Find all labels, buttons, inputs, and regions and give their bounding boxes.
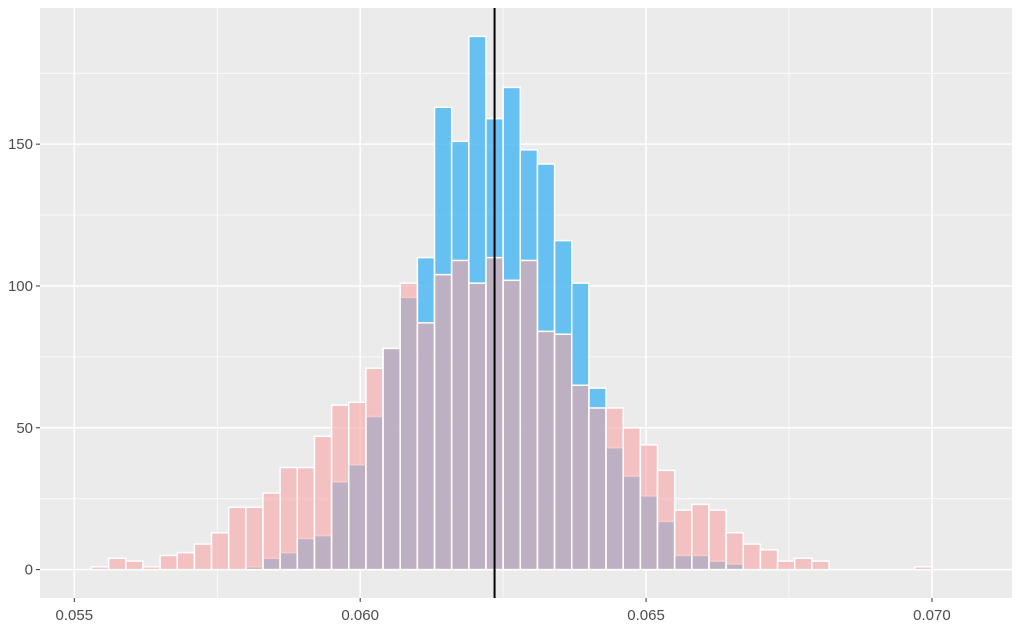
- histogram-bar-series-2: [279, 466, 299, 571]
- histogram-bar-series-2: [296, 466, 316, 571]
- histogram-bar-series-2: [519, 259, 539, 571]
- histogram-bar-series-2: [691, 503, 710, 571]
- histogram-bar-series-2: [348, 401, 367, 571]
- x-tick-label: 0.060: [341, 607, 379, 624]
- minor-grid: [40, 8, 1012, 598]
- histogram-bar-series-2: [639, 444, 659, 571]
- histogram-bar-series-2: [382, 347, 401, 571]
- histogram-bars: [90, 35, 933, 571]
- y-tick-label: 150: [8, 136, 33, 153]
- histogram-bar-series-2: [759, 549, 779, 571]
- histogram-bar-series-2: [605, 407, 624, 571]
- histogram-bar-series-2: [210, 532, 230, 571]
- y-axis: 0 50 100 150: [8, 136, 40, 579]
- histogram-bar-series-2: [90, 566, 110, 571]
- y-tick-label: 50: [16, 420, 33, 437]
- histogram-bar-series-2: [656, 469, 676, 571]
- histogram-bar-series-2: [588, 407, 607, 571]
- y-tick-label: 0: [25, 562, 33, 579]
- histogram-bar-series-2: [553, 333, 573, 571]
- histogram-bar-series-2: [793, 557, 813, 571]
- x-axis: 0.055 0.060 0.065 0.070: [56, 598, 951, 624]
- histogram-bar-series-2: [622, 427, 642, 571]
- histogram-bar-series-2: [468, 282, 487, 571]
- histogram-bar-series-2: [176, 551, 196, 571]
- histogram-bar-series-2: [433, 273, 453, 571]
- histogram-bar-series-2: [811, 560, 830, 571]
- histogram-bar-series-2: [725, 532, 745, 571]
- x-tick-label: 0.065: [627, 607, 665, 624]
- histogram-bar-series-2: [399, 282, 419, 571]
- histogram-bar-series-2: [450, 259, 470, 571]
- histogram-bar-series-2: [365, 367, 384, 571]
- histogram-bar-series-2: [742, 543, 762, 571]
- histogram-bar-series-2: [313, 435, 333, 571]
- histogram-bar-series-2: [673, 509, 693, 571]
- histogram-bar-series-2: [416, 322, 436, 571]
- histogram-bar-series-2: [262, 492, 281, 571]
- histogram-bar-series-2: [142, 566, 161, 571]
- x-tick-label: 0.055: [56, 607, 94, 624]
- histogram-bar-series-2: [536, 330, 556, 571]
- histogram-bar-series-2: [914, 566, 933, 571]
- histogram-bar-series-2: [502, 279, 522, 571]
- x-tick-marks: [73, 598, 933, 602]
- histogram-bar-series-2: [245, 506, 264, 571]
- histogram-bar-series-2: [125, 560, 144, 571]
- histogram-bar-series-2: [570, 384, 590, 571]
- histogram-bar-series-2: [708, 509, 727, 571]
- histogram-bar-series-2: [776, 560, 796, 571]
- y-tick-label: 100: [8, 278, 33, 295]
- histogram-bar-series-2: [159, 554, 178, 571]
- y-tick-marks: [36, 143, 40, 571]
- histogram-bar-series-2: [107, 557, 127, 571]
- histogram-bar-series-2: [227, 506, 247, 571]
- histogram-bar-series-2: [330, 404, 350, 571]
- x-tick-label: 0.070: [913, 607, 951, 624]
- histogram-bar-series-2: [193, 543, 213, 571]
